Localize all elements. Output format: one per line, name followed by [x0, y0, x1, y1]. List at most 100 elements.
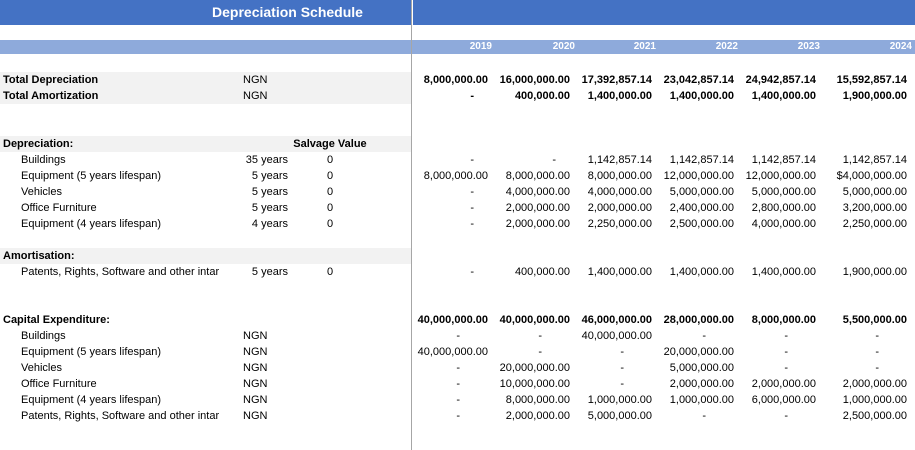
value-cell[interactable]: 1,400,000.00 [587, 266, 652, 278]
value-cell[interactable]: - [538, 330, 542, 342]
value-cell[interactable]: 400,000.00 [514, 90, 570, 102]
value-cell[interactable]: 4,000,000.00 [587, 186, 652, 198]
value-cell[interactable]: 2,250,000.00 [842, 218, 907, 230]
value-cell[interactable]: 10,000,000.00 [499, 378, 570, 390]
value-cell[interactable]: - [470, 218, 474, 230]
value-cell[interactable]: 1,400,000.00 [669, 266, 734, 278]
unit-cell[interactable]: NGN [243, 346, 268, 358]
capex-header[interactable]: Capital Expenditure: [3, 314, 110, 326]
total-depreciation-label[interactable]: Total Depreciation [3, 74, 99, 86]
asset-label[interactable]: Patents, Rights, Software and other inta… [21, 410, 220, 422]
year-header[interactable]: 2021 [633, 41, 656, 52]
value-cell[interactable]: 40,000,000.00 [499, 314, 570, 326]
asset-label[interactable]: Equipment (4 years lifespan) [21, 218, 162, 230]
value-cell[interactable]: 2,500,000.00 [842, 410, 907, 422]
value-cell[interactable]: 2,000,000.00 [669, 378, 734, 390]
year-header[interactable]: 2024 [889, 41, 912, 52]
value-cell[interactable]: - [620, 346, 624, 358]
value-cell[interactable]: 23,042,857.14 [663, 74, 734, 86]
lifespan-cell[interactable]: 5 years [251, 186, 288, 198]
value-cell[interactable]: 5,000,000.00 [669, 186, 734, 198]
value-cell[interactable]: 5,500,000.00 [842, 314, 907, 326]
value-cell[interactable]: - [456, 362, 460, 374]
year-header[interactable]: 2019 [469, 41, 492, 52]
value-cell[interactable]: 2,250,000.00 [587, 218, 652, 230]
value-cell[interactable]: 400,000.00 [514, 266, 570, 278]
value-cell[interactable]: 3,200,000.00 [842, 202, 907, 214]
unit-cell[interactable]: NGN [243, 90, 268, 102]
value-cell[interactable]: - [456, 410, 460, 422]
asset-label[interactable]: Buildings [21, 330, 66, 342]
value-cell[interactable]: 5,000,000.00 [842, 186, 907, 198]
unit-cell[interactable]: NGN [243, 394, 268, 406]
value-cell[interactable]: 1,400,000.00 [751, 266, 816, 278]
value-cell[interactable]: 15,592,857.14 [836, 74, 907, 86]
year-header[interactable]: 2020 [552, 41, 575, 52]
year-header[interactable]: 2022 [715, 41, 738, 52]
value-cell[interactable]: 1,142,857.14 [751, 154, 816, 166]
value-cell[interactable]: 24,942,857.14 [745, 74, 816, 86]
asset-label[interactable]: Buildings [21, 154, 66, 166]
value-cell[interactable]: 20,000,000.00 [499, 362, 570, 374]
value-cell[interactable]: - [702, 410, 706, 422]
value-cell[interactable]: 5,000,000.00 [751, 186, 816, 198]
value-cell[interactable]: 2,000,000.00 [505, 218, 570, 230]
amortisation-header[interactable]: Amortisation: [3, 250, 75, 262]
salvage-cell[interactable]: 0 [326, 186, 334, 198]
unit-cell[interactable]: NGN [243, 330, 268, 342]
value-cell[interactable]: 16,000,000.00 [499, 74, 570, 86]
unit-cell[interactable]: NGN [243, 410, 268, 422]
unit-cell[interactable]: NGN [243, 378, 268, 390]
value-cell[interactable]: 1,400,000.00 [751, 90, 816, 102]
unit-cell[interactable]: NGN [243, 74, 268, 86]
value-cell[interactable]: 2,000,000.00 [505, 410, 570, 422]
value-cell[interactable]: - [784, 346, 788, 358]
value-cell[interactable]: 4,000,000.00 [505, 186, 570, 198]
value-cell[interactable]: 2,800,000.00 [751, 202, 816, 214]
value-cell[interactable]: 1,900,000.00 [842, 266, 907, 278]
asset-label[interactable]: Equipment (4 years lifespan) [21, 394, 162, 406]
value-cell[interactable]: 2,000,000.00 [751, 378, 816, 390]
value-cell[interactable]: 12,000,000.00 [745, 170, 816, 182]
value-cell[interactable]: 28,000,000.00 [663, 314, 734, 326]
value-cell[interactable]: - [470, 202, 474, 214]
depreciation-header[interactable]: Depreciation: [3, 138, 74, 150]
value-cell[interactable]: - [784, 410, 788, 422]
value-cell[interactable]: 6,000,000.00 [751, 394, 816, 406]
asset-label[interactable]: Office Furniture [21, 202, 97, 214]
value-cell[interactable]: - [456, 330, 460, 342]
value-cell[interactable]: - [552, 154, 556, 166]
value-cell[interactable]: 5,000,000.00 [587, 410, 652, 422]
asset-label[interactable]: Equipment (5 years lifespan) [21, 346, 162, 358]
value-cell[interactable]: - [538, 346, 542, 358]
value-cell[interactable]: 8,000,000.00 [587, 170, 652, 182]
value-cell[interactable]: $4,000,000.00 [836, 170, 907, 182]
value-cell[interactable]: 1,400,000.00 [587, 90, 652, 102]
value-cell[interactable]: 2,000,000.00 [505, 202, 570, 214]
lifespan-cell[interactable]: 5 years [251, 266, 288, 278]
value-cell[interactable]: 1,400,000.00 [669, 90, 734, 102]
value-cell[interactable]: 40,000,000.00 [417, 314, 488, 326]
value-cell[interactable]: 8,000,000.00 [423, 170, 488, 182]
value-cell[interactable]: - [470, 90, 474, 102]
salvage-cell[interactable]: 0 [326, 154, 334, 166]
value-cell[interactable]: - [784, 330, 788, 342]
value-cell[interactable]: 17,392,857.14 [581, 74, 652, 86]
value-cell[interactable]: 46,000,000.00 [581, 314, 652, 326]
value-cell[interactable]: 1,000,000.00 [587, 394, 652, 406]
value-cell[interactable]: 1,000,000.00 [669, 394, 734, 406]
salvage-cell[interactable]: 0 [326, 266, 334, 278]
asset-label[interactable]: Patents, Rights, Software and other inta… [21, 266, 220, 278]
value-cell[interactable]: 4,000,000.00 [751, 218, 816, 230]
asset-label[interactable]: Office Furniture [21, 378, 97, 390]
value-cell[interactable]: 2,000,000.00 [587, 202, 652, 214]
value-cell[interactable]: 1,142,857.14 [842, 154, 907, 166]
value-cell[interactable]: - [470, 266, 474, 278]
value-cell[interactable]: 5,000,000.00 [669, 362, 734, 374]
asset-label[interactable]: Vehicles [21, 362, 62, 374]
value-cell[interactable]: - [702, 330, 706, 342]
value-cell[interactable]: 40,000,000.00 [417, 346, 488, 358]
value-cell[interactable]: - [875, 362, 879, 374]
value-cell[interactable]: - [470, 186, 474, 198]
value-cell[interactable]: 40,000,000.00 [581, 330, 652, 342]
